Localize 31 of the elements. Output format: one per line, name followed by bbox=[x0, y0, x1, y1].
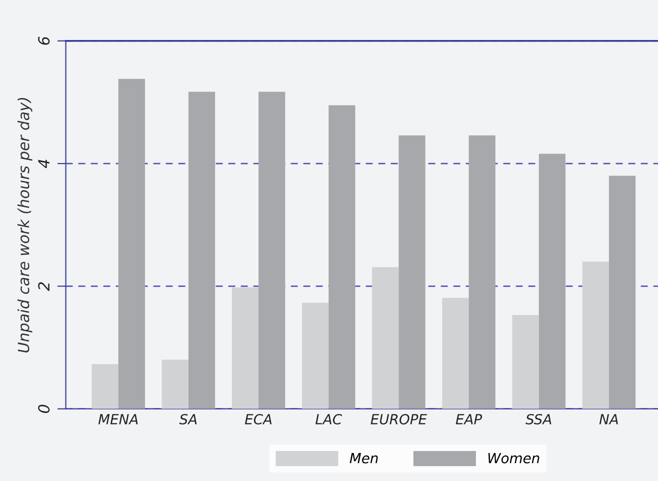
bar bbox=[608, 176, 636, 409]
x-tick-label: EAP bbox=[456, 414, 482, 424]
x-tick-label: SA bbox=[179, 414, 197, 424]
bar bbox=[512, 315, 539, 409]
x-tick-label: MENA bbox=[98, 414, 138, 424]
x-tick-label: ECA bbox=[244, 414, 272, 424]
bar bbox=[442, 298, 469, 409]
bar bbox=[162, 360, 188, 409]
bar bbox=[468, 135, 496, 409]
bar bbox=[582, 262, 609, 409]
bar bbox=[188, 92, 216, 409]
y-axis-title: Unpaid care work (hours per day) bbox=[17, 98, 32, 352]
x-tick-label: SSA bbox=[526, 414, 552, 424]
y-tick-label: 2 bbox=[38, 282, 50, 291]
y-tick-label: 6 bbox=[38, 36, 50, 45]
bar bbox=[538, 154, 566, 409]
y-tick-label: 0 bbox=[38, 404, 50, 413]
legend-label: Women bbox=[488, 453, 540, 464]
bar bbox=[92, 364, 118, 409]
bar bbox=[302, 302, 329, 409]
bar bbox=[372, 267, 399, 409]
bar bbox=[118, 78, 145, 409]
x-tick-label: EUROPE bbox=[370, 414, 428, 424]
bar bbox=[258, 92, 286, 409]
legend-label: Men bbox=[350, 453, 378, 464]
bar bbox=[328, 105, 356, 409]
y-tick-label: 4 bbox=[38, 160, 50, 168]
x-tick-label: LAC bbox=[316, 414, 342, 424]
bar bbox=[232, 287, 259, 409]
bar bbox=[398, 135, 426, 409]
x-tick-label: NA bbox=[599, 414, 618, 424]
